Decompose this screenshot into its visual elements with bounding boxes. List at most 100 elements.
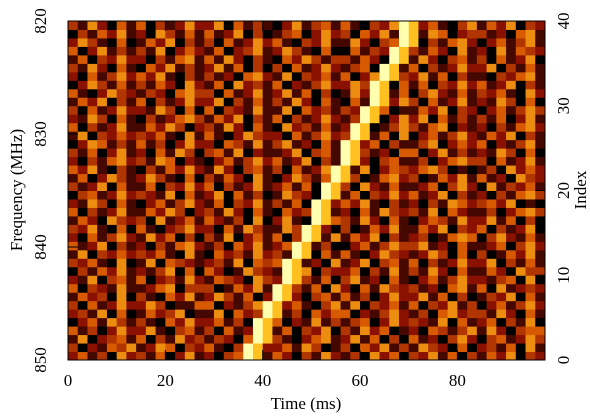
heatmap-cell xyxy=(486,326,497,336)
heatmap-cell xyxy=(379,63,390,73)
heatmap-cell xyxy=(447,37,458,47)
heatmap-cell xyxy=(437,63,449,73)
heatmap-cell xyxy=(223,334,234,344)
heatmap-cell xyxy=(525,122,536,132)
heatmap-cell xyxy=(428,309,439,319)
heatmap-cell xyxy=(418,351,429,361)
heatmap-cell xyxy=(136,139,147,149)
heatmap-cell xyxy=(476,165,488,175)
heatmap-cell xyxy=(262,334,273,344)
heatmap-cell xyxy=(301,190,312,200)
heatmap-cell xyxy=(262,54,273,64)
heatmap-cell xyxy=(106,343,118,353)
heatmap-cell xyxy=(389,122,400,132)
heatmap-cell xyxy=(467,29,478,39)
heatmap-cell xyxy=(233,105,244,115)
heatmap-cell xyxy=(282,258,293,268)
heatmap-cell xyxy=(496,351,507,361)
heatmap-cell xyxy=(408,351,419,361)
heatmap-cell xyxy=(68,292,79,302)
heatmap-cell xyxy=(68,198,79,208)
heatmap-cell xyxy=(535,317,546,327)
heatmap-cell xyxy=(68,88,79,98)
heatmap-cell xyxy=(194,249,205,259)
heatmap-cell xyxy=(116,309,127,319)
heatmap-cell xyxy=(525,105,536,115)
heatmap-cell xyxy=(379,266,390,276)
heatmap-cell xyxy=(496,224,507,234)
heatmap-cell xyxy=(136,182,147,191)
heatmap-cell xyxy=(165,232,176,242)
heatmap-cell xyxy=(97,80,108,90)
heatmap-cell xyxy=(457,300,468,310)
heatmap-cell xyxy=(204,309,215,319)
heatmap-cell xyxy=(243,334,254,344)
heatmap-cell xyxy=(233,190,244,200)
heatmap-cell xyxy=(369,37,381,47)
heatmap-cell xyxy=(77,165,88,175)
heatmap-cell xyxy=(447,88,458,98)
heatmap-cell xyxy=(165,182,176,191)
heatmap-cell xyxy=(106,351,118,361)
heatmap-cell xyxy=(360,207,371,217)
heatmap-cell xyxy=(496,97,507,107)
heatmap-cell xyxy=(398,343,410,353)
heatmap-cell xyxy=(515,190,527,200)
heatmap-cell xyxy=(68,80,79,90)
heatmap-cell xyxy=(311,122,322,132)
heatmap-cell xyxy=(165,207,176,217)
heatmap-cell xyxy=(272,300,283,310)
heatmap-cell xyxy=(506,131,517,141)
heatmap-cell xyxy=(136,266,147,276)
heatmap-cell xyxy=(476,190,488,200)
heatmap-cell xyxy=(311,29,322,39)
heatmap-cell xyxy=(369,182,381,191)
heatmap-cell xyxy=(408,309,419,319)
heatmap-cell xyxy=(418,249,429,259)
heatmap-cell xyxy=(398,283,410,293)
heatmap-cell xyxy=(467,156,478,166)
heatmap-cell xyxy=(398,182,410,191)
heatmap-cell xyxy=(175,249,186,259)
heatmap-cell xyxy=(321,131,332,141)
heatmap-cell xyxy=(77,88,88,98)
heatmap-cell xyxy=(476,148,488,158)
heatmap-cell xyxy=(184,131,196,141)
heatmap-cell xyxy=(467,114,478,124)
heatmap-cell xyxy=(360,266,371,276)
heatmap-cell xyxy=(116,156,127,166)
heatmap-cell xyxy=(272,190,283,200)
heatmap-cell xyxy=(535,148,546,158)
heatmap-cell xyxy=(214,275,225,285)
heatmap-cell xyxy=(97,258,108,268)
heatmap-cell xyxy=(175,241,186,251)
heatmap-cell xyxy=(262,88,273,98)
heatmap-cell xyxy=(155,148,166,158)
heatmap-cell xyxy=(106,275,118,285)
heatmap-cell xyxy=(252,266,264,276)
heatmap-cell xyxy=(506,343,517,353)
heatmap-cell xyxy=(175,97,186,107)
heatmap-cell xyxy=(389,131,400,141)
heatmap-cell xyxy=(243,241,254,251)
heatmap-cell xyxy=(447,300,458,310)
heatmap-cell xyxy=(350,46,361,56)
heatmap-cell xyxy=(447,266,458,276)
heatmap-cell xyxy=(535,241,546,251)
heatmap-cell xyxy=(223,224,234,234)
heatmap-cell xyxy=(379,207,390,217)
heatmap-cell xyxy=(389,190,400,200)
heatmap-cell xyxy=(136,105,147,115)
heatmap-cell xyxy=(262,266,273,276)
heatmap-cell xyxy=(369,54,381,64)
heatmap-cell xyxy=(165,266,176,276)
heatmap-cell xyxy=(506,326,517,336)
heatmap-cell xyxy=(476,266,488,276)
heatmap-cell xyxy=(476,131,488,141)
heatmap-cell xyxy=(360,97,371,107)
heatmap-cell xyxy=(486,114,497,124)
heatmap-cell xyxy=(272,131,283,141)
heatmap-cell xyxy=(476,300,488,310)
heatmap-cell xyxy=(301,88,312,98)
heatmap-cell xyxy=(321,283,332,293)
